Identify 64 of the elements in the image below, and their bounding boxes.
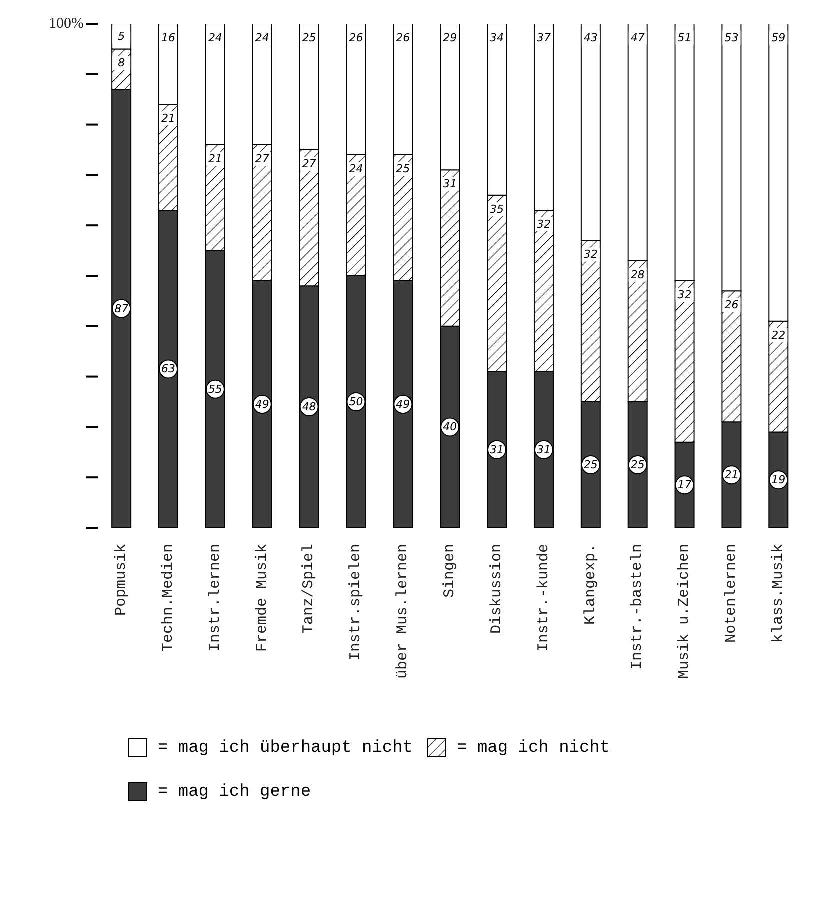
legend-label: = mag ich nicht [457, 738, 610, 758]
data-label: 55 [208, 382, 222, 396]
data-label: 32 [678, 288, 692, 302]
data-label: 49 [255, 398, 270, 412]
data-label: 87 [114, 302, 129, 316]
data-label: 24 [255, 32, 270, 44]
x-tick-label: Singen [442, 544, 458, 598]
x-tick-label: klass.Musik [770, 544, 788, 644]
data-label: 35 [490, 202, 504, 216]
data-label: 32 [584, 248, 598, 262]
data-label: 34 [490, 32, 504, 44]
data-label: 51 [678, 32, 692, 44]
data-label: 26 [724, 298, 739, 312]
data-label: 26 [396, 32, 410, 44]
data-label: 22 [772, 328, 786, 342]
data-label: 27 [302, 158, 316, 170]
data-label: 24 [349, 162, 364, 176]
data-label: 25 [302, 32, 316, 44]
data-label: 8 [118, 56, 126, 70]
data-label: 31 [443, 178, 458, 191]
data-label: 63 [162, 362, 176, 376]
x-tick-label: über Mus.lernen [394, 544, 412, 680]
x-tick-label: Tanz/Spiel [300, 544, 318, 634]
data-label: 21 [162, 112, 176, 126]
data-label: 19 [772, 474, 786, 487]
data-label: 37 [536, 32, 551, 44]
data-label: 25 [396, 162, 410, 176]
x-tick-label: Techn.Medien [160, 544, 177, 652]
x-tick-label: Instr.spielen [348, 544, 365, 662]
data-label: 25 [630, 458, 645, 472]
data-label: 48 [302, 400, 316, 414]
legend-label: = mag ich gerne [158, 782, 312, 802]
data-label: 21 [724, 468, 739, 482]
data-label: 5 [118, 30, 126, 44]
data-label: 29 [443, 32, 458, 44]
data-label: 43 [584, 32, 598, 44]
data-label: 31 [536, 443, 551, 456]
data-label: 17 [678, 478, 692, 492]
data-label: 21 [208, 152, 222, 166]
data-label: 26 [349, 32, 364, 44]
data-label: 24 [208, 32, 222, 44]
data-label: 16 [162, 32, 176, 44]
x-tick-label: Popmusik [112, 544, 130, 616]
x-tick-label: Instr.lernen [206, 544, 224, 652]
x-tick-label: Notenlernen [723, 544, 740, 644]
x-tick-label: Diskussion [488, 544, 506, 634]
data-label: 53 [724, 32, 739, 44]
data-label: 59 [772, 32, 786, 44]
data-label: 50 [349, 396, 364, 408]
data-label: 31 [490, 443, 504, 456]
data-label: 32 [536, 218, 551, 231]
legend-label: = mag ich überhaupt nicht [158, 738, 414, 758]
data-label: 27 [255, 152, 270, 166]
x-tick-label: Instr.-basteln [629, 544, 646, 670]
x-tick-label: Fremde Musik [254, 544, 271, 652]
data-label: 47 [630, 32, 645, 44]
data-label: 40 [443, 420, 458, 434]
data-label: 49 [396, 398, 410, 412]
x-tick-label: Musik u.Zeichen [676, 544, 694, 680]
data-label: 25 [584, 458, 598, 472]
y-tick-label: 100% [49, 16, 84, 32]
x-tick-label: Instr.-kunde [535, 544, 552, 652]
data-label: 28 [630, 268, 645, 282]
x-tick-label: Klangexp. [582, 544, 600, 626]
